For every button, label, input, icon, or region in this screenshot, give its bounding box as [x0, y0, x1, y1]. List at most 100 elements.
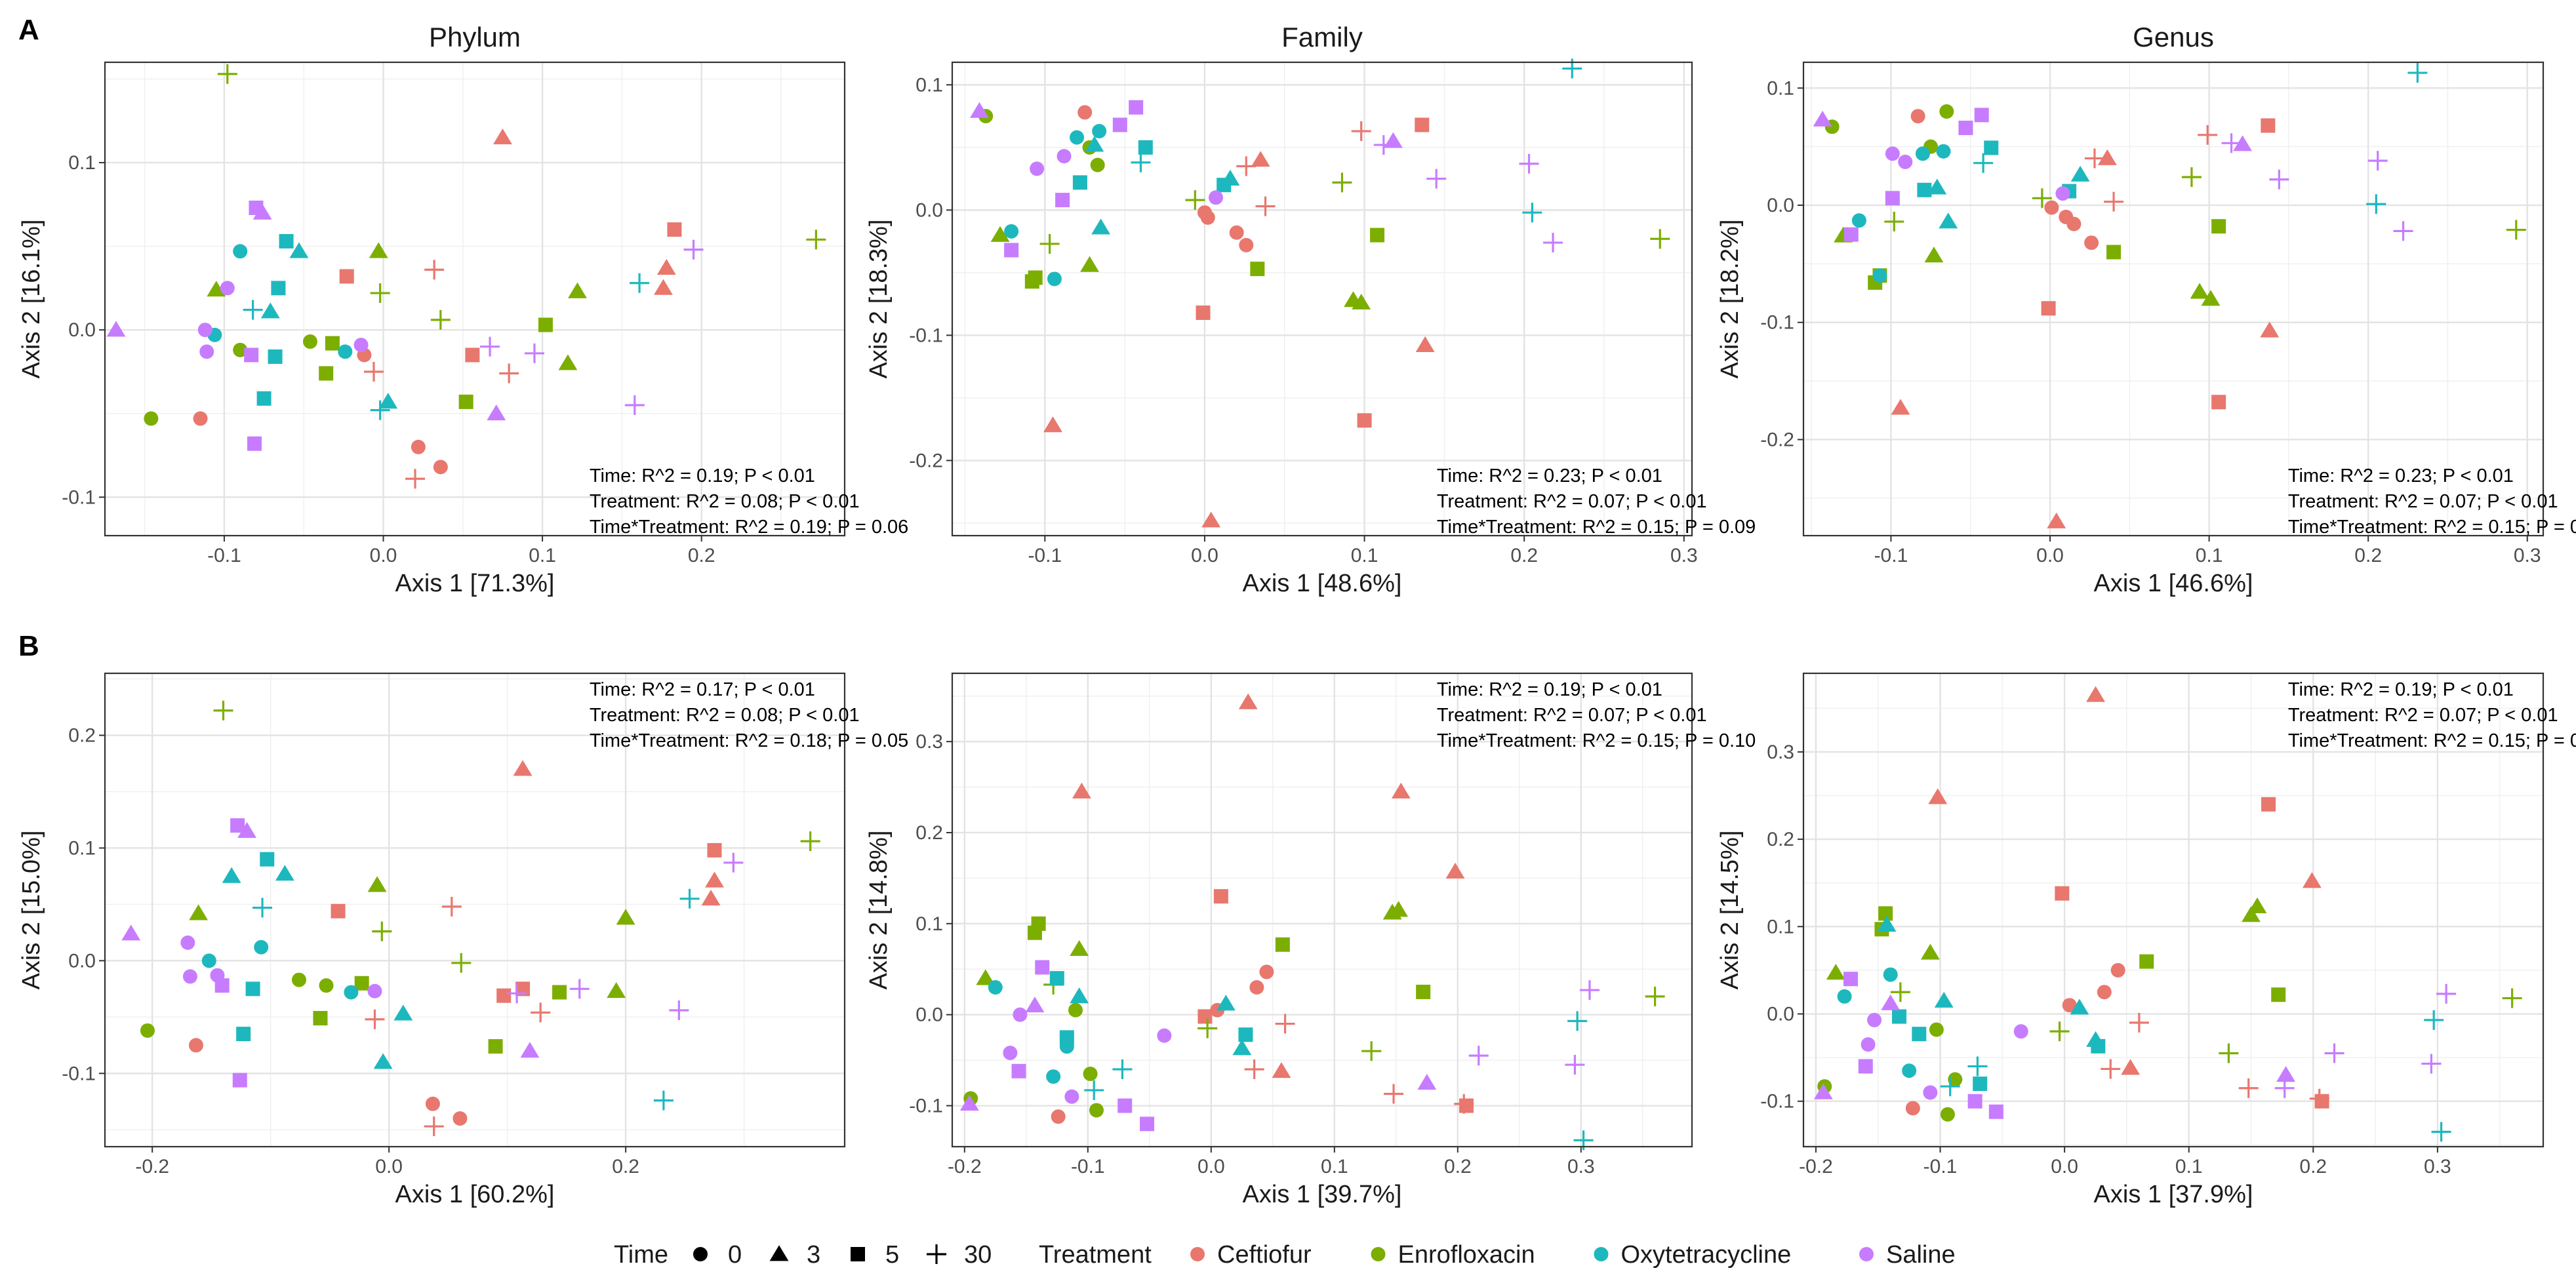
y-tick-label: -0.1 [909, 325, 943, 346]
point-ceftiofur-t3 [1072, 782, 1091, 799]
plot-background [952, 62, 1692, 536]
point-ceftiofur-t5 [2041, 301, 2056, 316]
point-oxytetracycline-t0 [1070, 130, 1085, 145]
stats-line: Time*Treatment: R^2 = 0.15; P = 0.09 [1437, 517, 1756, 538]
point-oxytetracycline-t5 [1138, 140, 1153, 155]
x-axis-title: Axis 1 [48.6%] [1243, 570, 1402, 597]
plot-background [952, 673, 1692, 1147]
stats-line: Time*Treatment: R^2 = 0.15; P = 0.09 [2288, 730, 2576, 751]
point-saline-t0 [1003, 1045, 1018, 1060]
point-ceftiofur-t30 [405, 469, 426, 489]
point-saline-t0 [1861, 1037, 1876, 1052]
point-oxytetracycline-t5 [1912, 1027, 1927, 1042]
gridlines [952, 673, 1692, 1147]
point-saline-t5 [1140, 1117, 1155, 1132]
point-ceftiofur-t3 [1201, 511, 1221, 528]
facet-title: Family [1281, 22, 1363, 52]
point-ceftiofur-t30 [531, 1002, 551, 1023]
x-tick-label: -0.2 [948, 1156, 982, 1177]
point-enrofloxacin-t5 [1370, 227, 1385, 243]
point-oxytetracycline-t5 [1984, 140, 1999, 155]
point-ceftiofur-t30 [1275, 1014, 1295, 1034]
point-ceftiofur-t5 [2211, 395, 2226, 410]
point-ceftiofur-t0 [188, 1038, 203, 1053]
point-oxytetracycline-t3 [1216, 995, 1236, 1011]
point-enrofloxacin-t30 [1890, 982, 1910, 1002]
point-saline-t3 [237, 821, 257, 838]
point-oxytetracycline-t30 [2424, 1010, 2444, 1030]
point-enrofloxacin-t0 [1939, 104, 1954, 119]
y-tick-label: 0.1 [1767, 77, 1794, 99]
legend-color-dot-icon [1859, 1247, 1874, 1261]
x-tick-label: -0.1 [1874, 545, 1908, 566]
point-enrofloxacin-t3 [568, 282, 587, 298]
point-ceftiofur-t5 [331, 903, 346, 919]
x-tick-label: 0.3 [1670, 545, 1698, 566]
gridlines [952, 62, 1692, 536]
point-saline-t30 [1579, 980, 1600, 1000]
x-tick-label: -0.1 [1923, 1156, 1958, 1177]
data-points [1813, 63, 2526, 528]
point-oxytetracycline-t5 [256, 391, 272, 406]
point-enrofloxacin-t3 [1389, 901, 1408, 917]
x-tick-label: 0.1 [1321, 1156, 1348, 1177]
point-saline-t5 [247, 436, 262, 451]
point-enrofloxacin-t3 [369, 242, 388, 258]
y-tick-label: 0.2 [916, 822, 943, 844]
x-axis-title: Axis 1 [60.2%] [395, 1181, 555, 1208]
legend-time-label: 3 [807, 1241, 820, 1269]
point-enrofloxacin-t30 [217, 64, 237, 84]
point-saline-t5 [230, 818, 245, 833]
point-enrofloxacin-t30 [372, 921, 392, 941]
point-ceftiofur-t0 [425, 1096, 440, 1111]
point-oxytetracycline-t30 [370, 400, 390, 420]
point-saline-t0 [367, 983, 382, 998]
point-oxytetracycline-t0 [233, 244, 248, 259]
point-oxytetracycline-t5 [1049, 971, 1064, 986]
point-enrofloxacin-t3 [558, 354, 578, 370]
point-saline-t0 [197, 323, 212, 338]
point-saline-t30 [624, 395, 645, 416]
point-enrofloxacin-t5 [2139, 954, 2154, 969]
point-enrofloxacin-t5 [313, 1011, 328, 1026]
point-ceftiofur-t30 [441, 896, 462, 917]
point-oxytetracycline-t0 [1046, 1069, 1061, 1084]
point-oxytetracycline-t0 [338, 344, 353, 359]
point-saline-t0 [1057, 149, 1072, 164]
point-enrofloxacin-t5 [552, 985, 567, 1000]
stats-line: Time*Treatment: R^2 = 0.15; P = 0.10 [1437, 730, 1756, 751]
point-enrofloxacin-t5 [1878, 906, 1893, 921]
point-ceftiofur-t0 [1229, 225, 1244, 240]
point-saline-t30 [1543, 233, 1563, 253]
point-saline-t5 [1112, 117, 1127, 132]
stats-line: Time: R^2 = 0.19; P < 0.01 [590, 465, 815, 486]
point-ceftiofur-t30 [424, 260, 445, 280]
legend-square-icon [851, 1247, 865, 1261]
point-oxytetracycline-t30 [243, 300, 263, 320]
point-oxytetracycline-t3 [289, 242, 309, 258]
x-tick-label: -0.1 [1071, 1156, 1105, 1177]
point-oxytetracycline-t5 [268, 349, 283, 365]
point-saline-t5 [1011, 1063, 1026, 1078]
gridlines [105, 62, 845, 536]
point-oxytetracycline-t30 [679, 888, 700, 909]
point-oxytetracycline-t0 [201, 953, 216, 968]
point-enrofloxacin-t0 [233, 342, 248, 357]
x-tick-label: 0.2 [2299, 1156, 2327, 1177]
point-ceftiofur-t5 [1197, 1009, 1213, 1024]
point-ceftiofur-t30 [499, 363, 519, 384]
point-enrofloxacin-t5 [458, 394, 473, 409]
point-oxytetracycline-t5 [1059, 1030, 1074, 1045]
point-enrofloxacin-t3 [1924, 247, 1944, 263]
point-saline-t0 [1885, 146, 1900, 161]
point-oxytetracycline-t5 [2091, 1038, 2106, 1054]
x-tick-label: 0.2 [612, 1156, 639, 1177]
facet-title: Phylum [429, 22, 521, 52]
point-ceftiofur-t3 [1928, 788, 1948, 804]
point-ceftiofur-t0 [2044, 200, 2059, 215]
legend-treatment-label: Oxytetracycline [1621, 1241, 1792, 1269]
stats-line: Time*Treatment: R^2 = 0.18; P = 0.05 [590, 730, 908, 751]
point-enrofloxacin-t3 [976, 969, 996, 985]
point-enrofloxacin-t3 [1826, 964, 1845, 980]
